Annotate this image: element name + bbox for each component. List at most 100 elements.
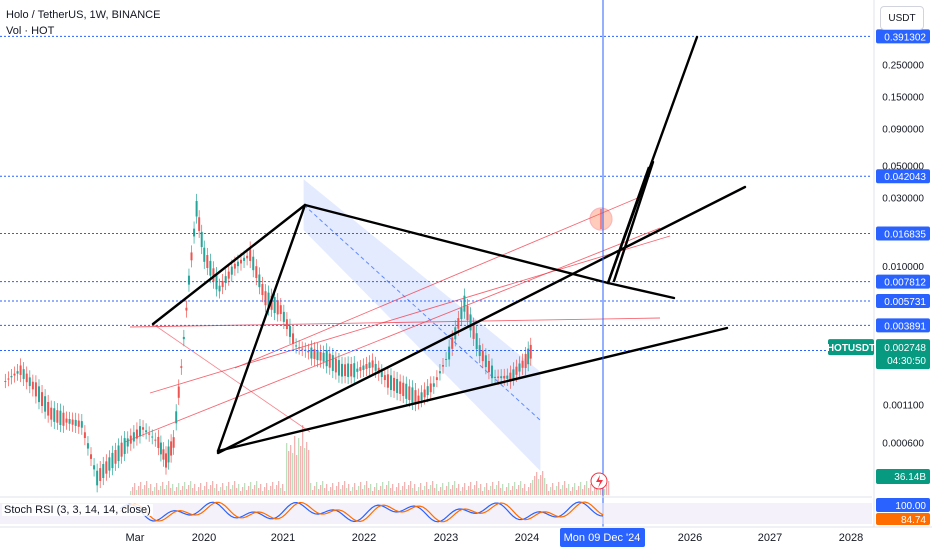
candle-body [359,367,362,371]
candle-body [28,377,31,387]
volume-bar [230,489,232,495]
candle-body [83,432,86,439]
price-level-text: 0.003891 [884,321,926,332]
price-level-text: 0.005731 [884,297,926,308]
volume-bar [588,488,590,495]
volume-bar [134,483,136,495]
volume-bar [192,488,194,495]
volume-bar [456,488,458,495]
volume-bar [494,489,496,495]
candle-body [472,324,475,339]
candle-body [374,363,377,371]
volume-bar [240,491,242,495]
volume-bar [578,486,580,495]
volume-bar [534,476,536,495]
candle-body [165,453,167,468]
candle-body [298,347,301,349]
volume-bar [390,488,392,495]
candle-body [126,438,129,447]
volume-bar [370,484,372,495]
candle-body [393,377,396,391]
volume-bar [146,481,148,495]
candle-body [177,386,180,398]
volume-bar [244,483,246,495]
candle-body [114,449,117,464]
volume-bar [152,491,154,495]
volume-bar [532,480,534,495]
volume-bar [384,489,386,495]
candle-body [386,374,389,388]
volume-bar [188,485,190,495]
volume-bar [260,484,262,495]
candle-body [267,292,270,309]
volume-bar [356,490,358,495]
candle-body [151,436,154,438]
x-tick-label: 2022 [352,532,376,544]
candle-body [193,228,196,237]
volume-bar [300,446,302,495]
candle-body [148,433,151,435]
volume-bar [584,485,586,495]
volume-bar [348,484,350,495]
candle-body [503,375,506,379]
volume-bar [324,488,326,495]
candle-body [292,333,295,344]
volume-bar [526,491,528,495]
volume-bar [376,483,378,495]
countdown-text: 04:30:50 [887,356,926,367]
candle-body [93,465,96,470]
candle-body [380,371,383,378]
candle-body [203,247,206,262]
trend-line-black [216,185,747,455]
candle-body [469,314,472,331]
stoch-k-text: 100.00 [895,501,926,512]
volume-bar [280,488,282,495]
candle-body [509,372,512,382]
candle-body [457,318,460,329]
volume-bar [296,455,298,495]
volume-bar [168,481,170,495]
candle-body [423,389,426,398]
candle-body [200,231,203,247]
volume-bar [396,487,398,495]
candle-body [448,346,451,360]
volume-bar [472,489,474,495]
candle-body [325,350,328,367]
trend-line-black [151,203,307,326]
volume-bar [374,487,376,495]
candle-body [190,252,193,261]
volume-bar [144,485,146,495]
candle-body [62,412,65,426]
candle-body [512,369,515,379]
candle-body [132,432,135,442]
volume-bar [338,482,340,495]
currency-unit-button[interactable]: USDT [880,6,924,30]
volume-bar [148,488,150,495]
volume-bar [368,488,370,495]
volume-bar [174,491,176,495]
candle-body [494,376,497,378]
candle-body [230,266,233,275]
volume-bar [302,425,304,495]
volume-bar [386,485,388,495]
candle-body [313,349,316,359]
volume-bar [458,484,460,495]
candle-body [264,291,267,306]
volume-bar [492,482,494,495]
volume-bar [318,489,320,495]
trend-line-black [606,281,676,300]
volume-bar [568,484,570,495]
stoch-rsi-label: Stoch RSI (3, 3, 14, 14, close) [2,504,153,516]
volume-bar [594,487,596,495]
volume-bar [320,485,322,495]
volume-bar [566,488,568,495]
volume-bar [342,485,344,495]
candle-body [74,419,77,426]
candle-body [295,345,298,347]
candle-body [108,457,111,471]
volume-bar [600,486,602,495]
volume-bar [498,481,500,495]
x-tick-label: 2027 [758,532,782,544]
candle-body [175,411,178,424]
